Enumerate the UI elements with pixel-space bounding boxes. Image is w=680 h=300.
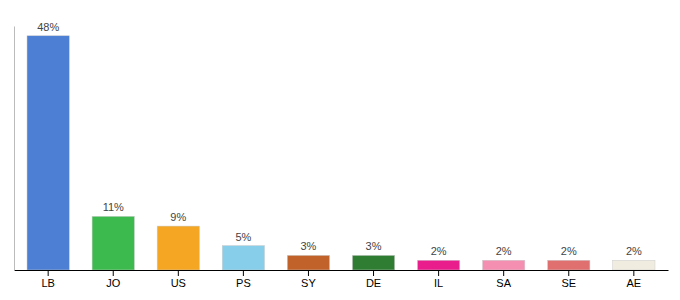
data-label: 2% <box>626 245 642 257</box>
x-tick: PS <box>236 270 251 289</box>
x-tick-mark <box>633 270 634 276</box>
x-tick-label: LB <box>41 277 54 289</box>
x-tick-mark <box>308 270 309 276</box>
x-tick-label: PS <box>236 277 251 289</box>
x-tick-label: SY <box>301 277 316 289</box>
x-tick: LB <box>41 270 54 289</box>
x-tick: DE <box>366 270 381 289</box>
data-label: 2% <box>431 245 447 257</box>
x-tick: AE <box>626 270 641 289</box>
bar <box>287 255 329 270</box>
x-tick: JO <box>106 270 121 289</box>
bar <box>613 260 655 270</box>
x-tick-label: JO <box>106 277 121 289</box>
x-tick-mark <box>373 270 374 276</box>
x-tick-mark <box>438 270 439 276</box>
x-tick-label: SA <box>496 277 511 289</box>
x-tick-label: DE <box>366 277 381 289</box>
bar <box>27 36 69 270</box>
plot: 48% 11% 9% 5% 3% 3% 2% 2% 2% 2% LB JO US PS SY DE IL SA SE… <box>15 21 669 289</box>
data-label: 11% <box>103 201 124 213</box>
x-tick-mark <box>568 270 569 276</box>
x-axis-line <box>15 270 669 271</box>
data-label: 9% <box>170 211 186 223</box>
data-label: 3% <box>301 240 317 252</box>
data-label: 5% <box>235 231 251 243</box>
data-label: 2% <box>561 245 577 257</box>
chart: 48% 11% 9% 5% 3% 3% 2% 2% 2% 2% LB JO US PS SY DE IL SA SE… <box>0 0 680 300</box>
x-tick-label: SE <box>561 277 576 289</box>
x-tick-label: IL <box>434 277 443 289</box>
x-tick-mark <box>243 270 244 276</box>
x-tick: US <box>171 270 186 289</box>
x-tick: SA <box>496 270 511 289</box>
data-labels: 48% 11% 9% 5% 3% 3% 2% 2% 2% 2% <box>37 21 642 257</box>
x-tick-mark <box>178 270 179 276</box>
x-tick: IL <box>434 270 443 289</box>
x-tick-mark <box>503 270 504 276</box>
x-tick-mark <box>48 270 49 276</box>
bar <box>157 226 199 270</box>
data-label: 48% <box>37 21 59 33</box>
x-tick: SY <box>301 270 316 289</box>
bar <box>352 255 394 270</box>
bar <box>548 260 590 270</box>
x-tick-mark <box>113 270 114 276</box>
bar <box>92 216 134 270</box>
data-label: 3% <box>366 240 382 252</box>
bars <box>27 36 655 270</box>
x-tick-label: US <box>171 277 186 289</box>
x-tick: SE <box>561 270 576 289</box>
data-label: 2% <box>496 245 512 257</box>
y-axis-line <box>14 27 15 271</box>
x-axis: LB JO US PS SY DE IL SA SE AE <box>15 270 669 289</box>
bar <box>222 246 264 270</box>
y-axis <box>14 27 15 271</box>
bar <box>417 260 459 270</box>
x-tick-label: AE <box>626 277 641 289</box>
bar <box>483 260 525 270</box>
